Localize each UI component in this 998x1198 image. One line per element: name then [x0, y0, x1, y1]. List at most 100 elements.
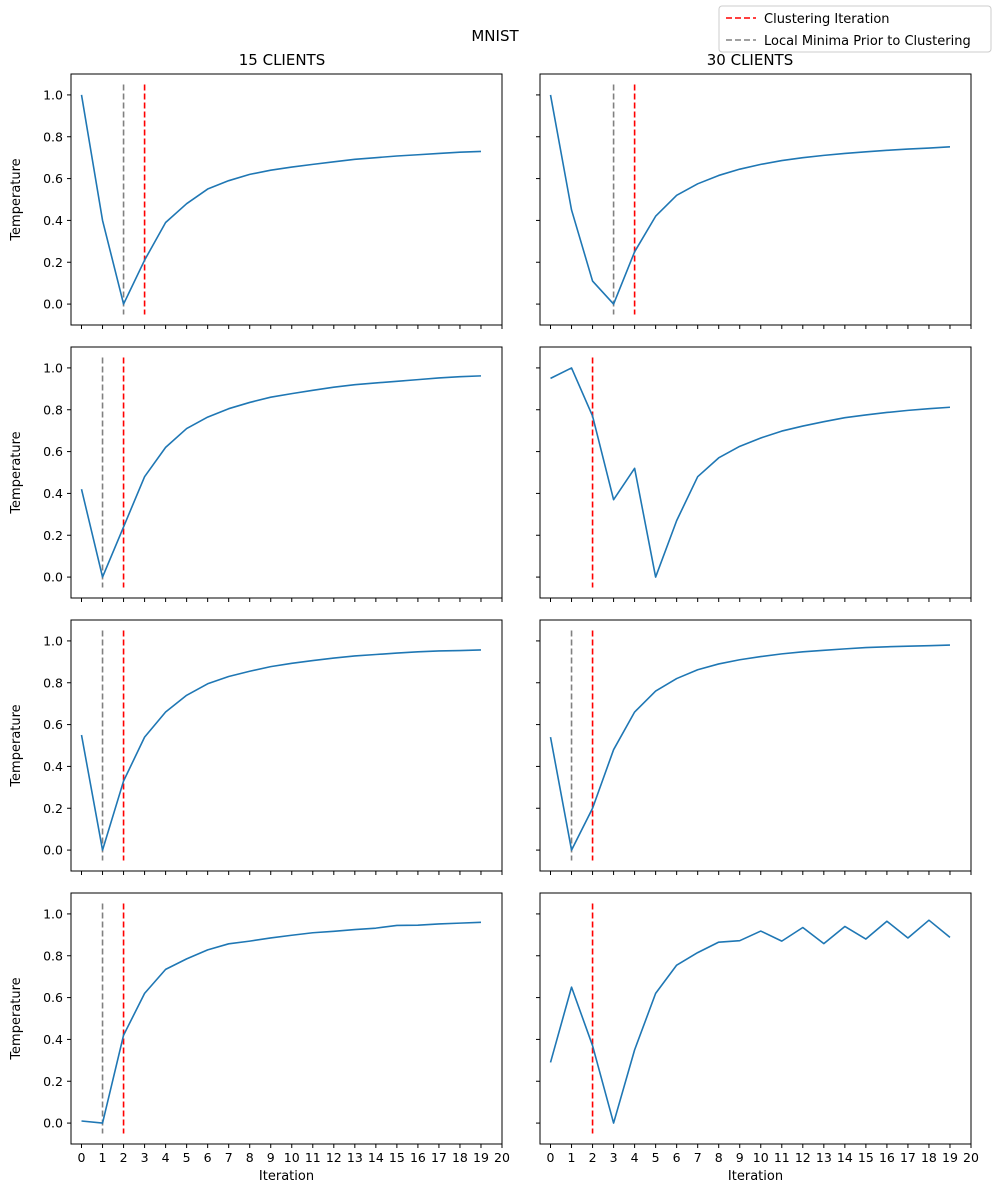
- panel-r4-30-clients-xtick-label-2: 2: [589, 1150, 597, 1165]
- panel-r4-15-clients-ytick-label-0.6: 0.6: [43, 990, 63, 1005]
- panel-r2-15-clients-ylabel: Temperature: [9, 431, 24, 514]
- panel-r1-30-clients-frame: [539, 73, 972, 326]
- panel-r4-15-clients-ytick-label-0.2: 0.2: [43, 1074, 63, 1089]
- column-title-15-clients: 15 CLIENTS: [239, 51, 326, 69]
- panel-r4-15-clients-ytick-label-0.4: 0.4: [43, 1032, 63, 1047]
- panel-r4-15-clients-xtick-label-14: 14: [368, 1150, 384, 1165]
- panel-r4-30-clients-xtick-label-5: 5: [652, 1150, 660, 1165]
- legend-label-clustering-iteration: Clustering Iteration: [764, 12, 890, 27]
- panel-r4-30-clients-xtick-label-0: 0: [547, 1150, 555, 1165]
- panel-r4-30-clients-xlabel: Iteration: [728, 1169, 783, 1184]
- panel-r4-15-clients-xtick-label-17: 17: [431, 1150, 447, 1165]
- legend-label-local-minima: Local Minima Prior to Clustering: [764, 34, 971, 49]
- panel-r4-15-clients-xtick-label-19: 19: [473, 1150, 489, 1165]
- panel-r1-15-clients: 0.0 0.2 0.4 0.6 0.8 1.0 Temperature: [9, 73, 503, 329]
- panel-r4-30-clients-xtick-label-18: 18: [921, 1150, 937, 1165]
- panel-r3-15-clients-frame: [70, 619, 503, 872]
- panel-r4-30-clients-xtick-label-4: 4: [631, 1150, 639, 1165]
- panel-r3-30-clients: [536, 619, 972, 875]
- panel-r2-15-clients-frame: [70, 346, 503, 599]
- panel-r4-30-clients-xtick-label-14: 14: [837, 1150, 853, 1165]
- panel-r1-30-clients: [536, 73, 972, 329]
- figure-suptitle: MNIST: [471, 27, 519, 45]
- panel-r4-30-clients-xtick-label-11: 11: [774, 1150, 790, 1165]
- panel-r3-30-clients-temperature-line: [549, 644, 951, 851]
- panel-r3-15-clients-temperature-line: [80, 649, 482, 851]
- panel-r2-30-clients-frame: [539, 346, 972, 599]
- panel-r4-15-clients-ytick-label-0.8: 0.8: [43, 948, 63, 963]
- panel-r3-15-clients-ytick-label-1.0: 1.0: [43, 633, 63, 648]
- panel-r2-15-clients-ytick-label-1.0: 1.0: [43, 360, 63, 375]
- panel-r4-30-clients-xtick-label-1: 1: [568, 1150, 576, 1165]
- panel-r3-15-clients: 0.0 0.2 0.4 0.6 0.8 1.0 Temperature: [9, 619, 503, 875]
- legend-box: [718, 5, 992, 53]
- panel-r4-15-clients-xtick-label-5: 5: [183, 1150, 191, 1165]
- panel-r4-30-clients-frame: [539, 892, 972, 1145]
- panel-r2-15-clients-temperature-line: [80, 375, 482, 578]
- panel-r4-15-clients-xtick-label-1: 1: [99, 1150, 107, 1165]
- panel-r2-30-clients: [536, 346, 972, 602]
- panel-r3-15-clients-ytick-label-0.6: 0.6: [43, 717, 63, 732]
- panel-r3-30-clients-frame: [539, 619, 972, 872]
- panel-r1-15-clients-ytick-label-0.8: 0.8: [43, 129, 63, 144]
- panel-r2-30-clients-temperature-line: [550, 367, 951, 578]
- panel-r4-15-clients-xtick-label-3: 3: [141, 1150, 149, 1165]
- panel-r4-15-clients-xtick-label-15: 15: [389, 1150, 405, 1165]
- panel-r1-15-clients-frame: [70, 73, 503, 326]
- panel-r4-30-clients-xtick-label-13: 13: [816, 1150, 832, 1165]
- panel-r4-15-clients-xtick-label-9: 9: [267, 1150, 275, 1165]
- panel-r4-15-clients-xtick-label-8: 8: [246, 1150, 254, 1165]
- panel-r2-15-clients-ytick-label-0.8: 0.8: [43, 402, 63, 417]
- panel-r4-15-clients-xtick-label-13: 13: [347, 1150, 363, 1165]
- panel-r1-15-clients-ytick-label-0.2: 0.2: [43, 255, 63, 270]
- column-title-30-clients: 30 CLIENTS: [707, 51, 794, 69]
- panel-r2-15-clients-ytick-label-0.6: 0.6: [43, 444, 63, 459]
- panel-r4-15-clients-ytick-label-1.0: 1.0: [43, 906, 63, 921]
- panel-r2-15-clients-ytick-label-0.4: 0.4: [43, 486, 63, 501]
- panel-r3-15-clients-ytick-label-0.0: 0.0: [43, 843, 63, 858]
- panel-r2-15-clients-ytick-label-0.2: 0.2: [43, 528, 63, 543]
- panel-r3-15-clients-ytick-label-0.8: 0.8: [43, 675, 63, 690]
- panel-r1-15-clients-temperature-line: [80, 94, 482, 305]
- panel-r4-15-clients-xtick-label-6: 6: [204, 1150, 212, 1165]
- panel-r4-15-clients-frame: [70, 892, 503, 1145]
- panel-r4-30-clients-xtick-label-6: 6: [673, 1150, 681, 1165]
- panel-r4-30-clients-xtick-label-7: 7: [694, 1150, 702, 1165]
- panel-r2-15-clients: 0.0 0.2 0.4 0.6 0.8 1.0 Temperature: [9, 346, 503, 602]
- panel-r4-15-clients-ytick-label-0.0: 0.0: [43, 1116, 63, 1131]
- panel-r1-30-clients-temperature-line: [549, 94, 951, 305]
- panel-r4-30-clients: 0 1 2 3 4 5 6 7 8 9 10 11 12 13 14 15 16 17 18 19 20Iteratio…: [536, 892, 979, 1184]
- panel-r1-15-clients-ytick-label-0.0: 0.0: [43, 297, 63, 312]
- panel-r4-15-clients-xlabel: Iteration: [259, 1169, 314, 1184]
- panel-r4-30-clients-xtick-label-17: 17: [900, 1150, 916, 1165]
- panel-r4-30-clients-xtick-label-12: 12: [795, 1150, 811, 1165]
- panel-r4-15-clients-xtick-label-7: 7: [225, 1150, 233, 1165]
- panel-r3-15-clients-ylabel: Temperature: [9, 704, 24, 787]
- subplot-grid: 0.00.20.40.60.81.0Temperature0.00.20.40.…: [9, 73, 979, 1184]
- panel-r4-30-clients-xtick-label-9: 9: [736, 1150, 744, 1165]
- panel-r4-30-clients-temperature-line: [549, 919, 951, 1124]
- panel-r1-15-clients-ytick-label-0.6: 0.6: [43, 171, 63, 186]
- panel-r4-15-clients-xtick-label-4: 4: [162, 1150, 170, 1165]
- panel-r3-15-clients-ytick-label-0.2: 0.2: [43, 801, 63, 816]
- panel-r4-15-clients-xtick-label-18: 18: [452, 1150, 468, 1165]
- panel-r4-15-clients-xtick-label-2: 2: [120, 1150, 128, 1165]
- panel-r2-15-clients-ytick-label-0.0: 0.0: [43, 570, 63, 585]
- panel-r4-15-clients-xtick-label-0: 0: [78, 1150, 86, 1165]
- panel-r4-15-clients-xtick-label-20: 20: [494, 1150, 510, 1165]
- panel-r4-30-clients-xtick-label-20: 20: [963, 1150, 979, 1165]
- panel-r4-15-clients-temperature-line: [81, 921, 482, 1124]
- panel-r4-30-clients-xtick-label-8: 8: [715, 1150, 723, 1165]
- panel-r4-15-clients-xtick-label-11: 11: [305, 1150, 321, 1165]
- panel-r4-15-clients-ylabel: Temperature: [9, 977, 24, 1060]
- panel-r4-15-clients-xtick-label-12: 12: [326, 1150, 342, 1165]
- panel-r1-15-clients-ytick-label-0.4: 0.4: [43, 213, 63, 228]
- panel-r4-30-clients-xtick-label-15: 15: [858, 1150, 874, 1165]
- panel-r4-30-clients-xtick-label-3: 3: [610, 1150, 618, 1165]
- panel-r1-15-clients-ylabel: Temperature: [9, 158, 24, 241]
- panel-r1-15-clients-ytick-label-1.0: 1.0: [43, 87, 63, 102]
- panel-r3-15-clients-ytick-label-0.4: 0.4: [43, 759, 63, 774]
- panel-r4-30-clients-xtick-label-16: 16: [879, 1150, 895, 1165]
